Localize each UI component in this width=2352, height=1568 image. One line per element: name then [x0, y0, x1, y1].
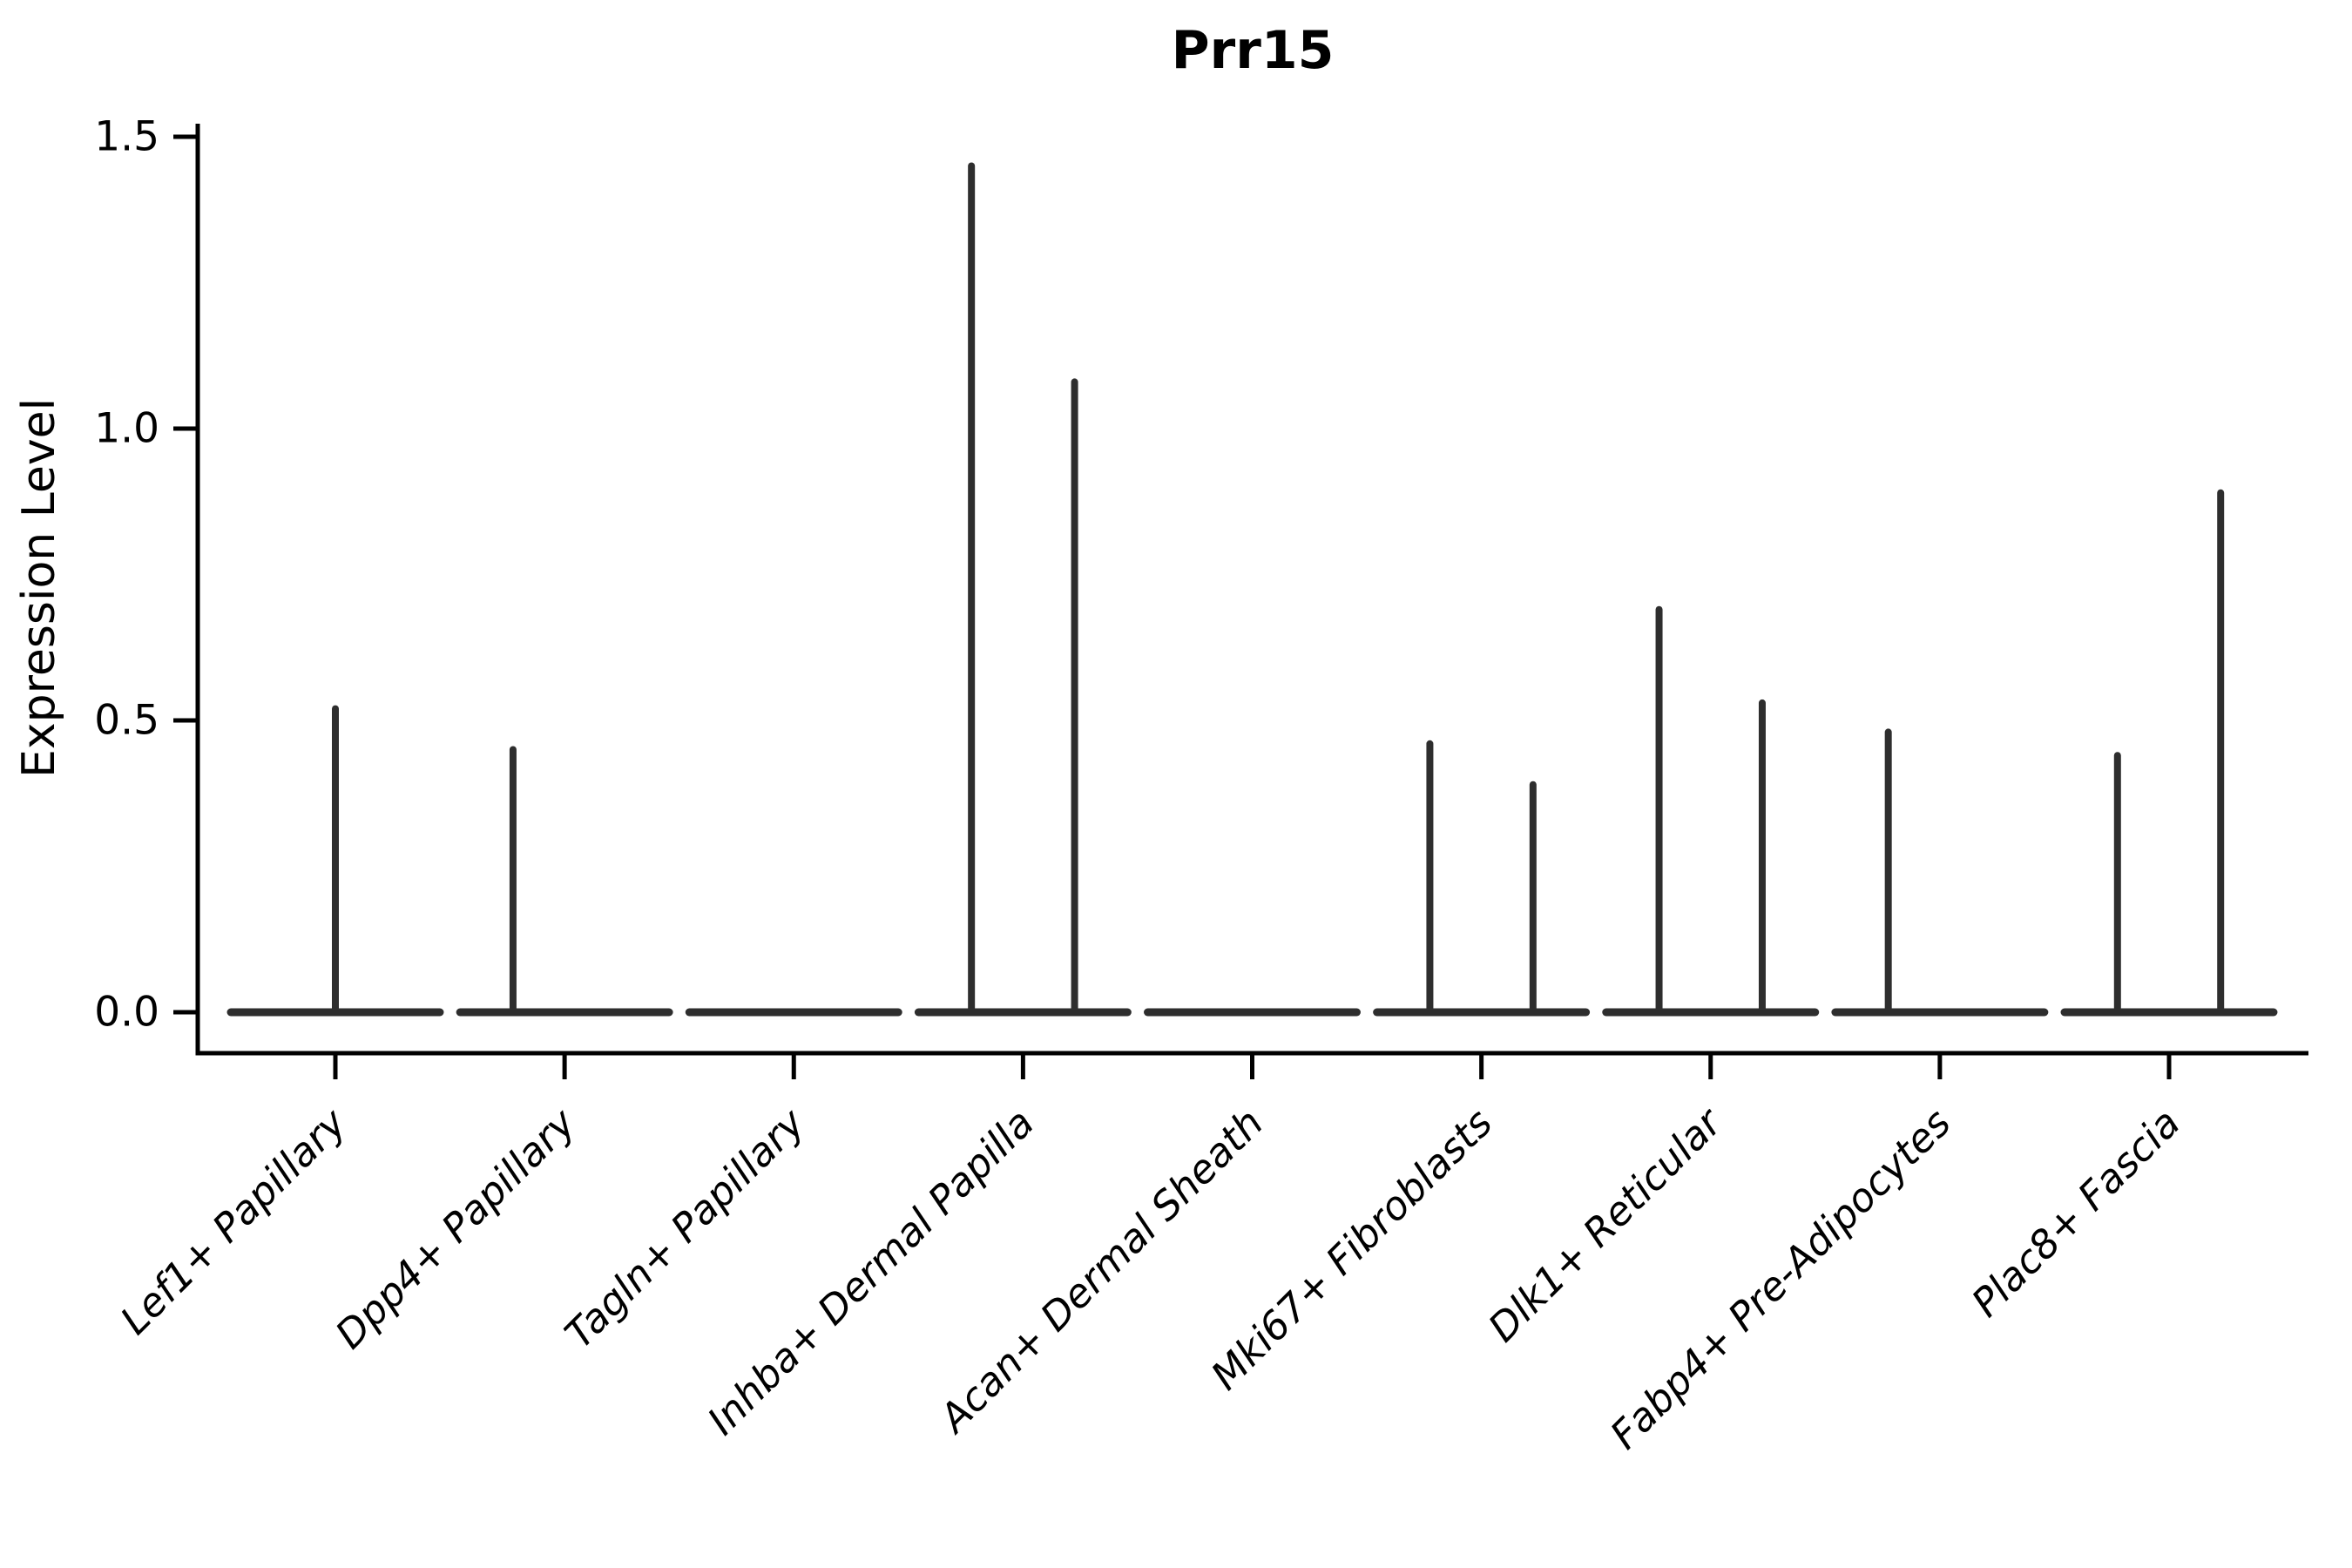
- x-tick-label: Tagln+ Papillary: [556, 1098, 814, 1357]
- y-tick-label: 1.5: [94, 113, 159, 161]
- x-tick-label: Plac8+ Fascia: [1963, 1099, 2189, 1326]
- x-tick-label: Dpp4+ Papillary: [327, 1098, 585, 1357]
- violin-layer: [226, 162, 2278, 1017]
- x-tick-label: Lef1+ Papillary: [112, 1098, 356, 1343]
- axes-layer: [173, 124, 2308, 1079]
- y-tick-label: 0.5: [94, 697, 159, 745]
- y-axis-label: Expression Level: [13, 398, 65, 778]
- chart-title: Prr15: [1172, 20, 1335, 81]
- y-tick-label: 1.0: [94, 405, 159, 453]
- y-tick-label: 0.0: [94, 989, 159, 1037]
- x-tick-label: Dlk1+ Reticular: [1479, 1098, 1732, 1351]
